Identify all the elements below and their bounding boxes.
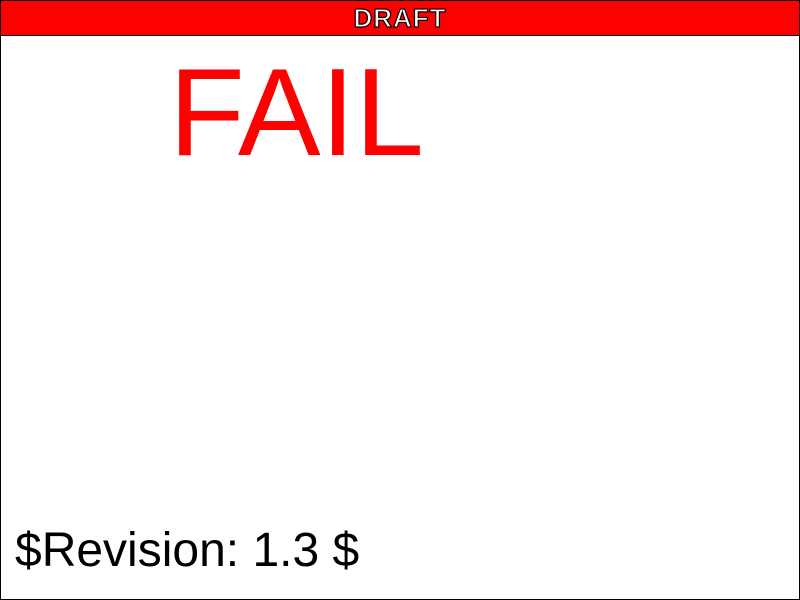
revision-label: $Revision: 1.3 $ xyxy=(15,524,360,577)
fail-status-text: FAIL xyxy=(169,44,425,182)
draft-label: DRAFT xyxy=(353,3,447,33)
draft-banner: DRAFT xyxy=(1,1,799,36)
